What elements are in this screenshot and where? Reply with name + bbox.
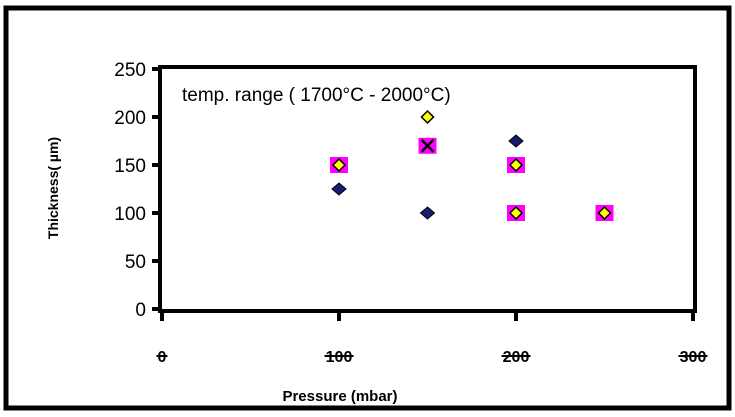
black-x-point (420, 138, 435, 153)
navy-diamond-point (331, 182, 347, 196)
y-axis-label: Thickness( µm) (45, 137, 61, 239)
x-tick-label: 300 (680, 349, 707, 366)
y-axis-ticks: 0 50 100 150 200 250 (114, 60, 162, 321)
yellow-diamond-point (331, 157, 347, 173)
navy-diamond-point (419, 206, 436, 220)
y-tick-label: 200 (114, 108, 146, 129)
x-tick-label: 0 (158, 349, 167, 366)
data-points (330, 109, 614, 221)
yellow-diamond-point (508, 157, 524, 173)
y-tick-label: 100 (114, 204, 146, 225)
chart-annotation: temp. range ( 1700°C - 2000°C) (182, 85, 451, 106)
x-axis-ticks: 0 100 200 300 (156, 309, 708, 366)
x-tick-label: 100 (326, 349, 353, 366)
y-tick-label: 250 (114, 60, 146, 81)
x-axis-label: Pressure (mbar) (282, 388, 397, 405)
y-tick-label: 0 (135, 300, 146, 321)
navy-diamond-point (508, 134, 524, 148)
y-tick-label: 50 (125, 252, 146, 273)
yellow-diamond-point (597, 205, 612, 221)
yellow-diamond-point (508, 205, 524, 221)
plot-area (158, 65, 697, 313)
y-tick-label: 150 (114, 156, 146, 177)
x-tick-label: 200 (503, 349, 530, 366)
yellow-diamond-point (420, 109, 435, 125)
